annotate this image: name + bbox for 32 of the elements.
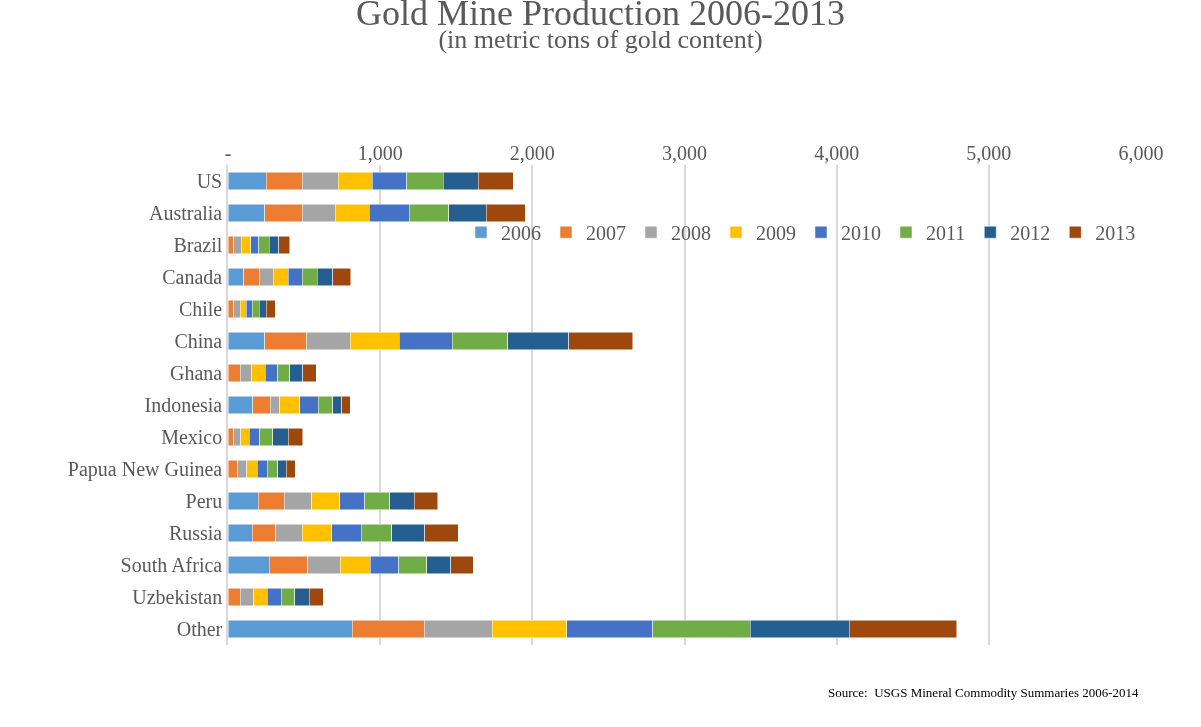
x-tick-label: - bbox=[224, 142, 232, 164]
legend-label: 2010 bbox=[841, 222, 881, 244]
y-tick-label: Russia bbox=[168, 522, 223, 544]
y-tick-label: Uzbekistan bbox=[132, 586, 223, 608]
legend-label: 2009 bbox=[756, 222, 796, 244]
x-tick-label: 6,000 bbox=[1118, 142, 1164, 164]
legend-label: 2007 bbox=[586, 222, 626, 244]
y-tick-label: Chile bbox=[178, 298, 223, 320]
y-tick-label: Peru bbox=[185, 490, 223, 512]
y-tick-label: Ghana bbox=[170, 362, 223, 384]
y-tick-label: US bbox=[196, 170, 223, 192]
legend-label: 2011 bbox=[926, 222, 966, 244]
source-note: Source: USGS Mineral Commodity Summaries 2006-2014 bbox=[828, 685, 1140, 700]
x-tick-label: 5,000 bbox=[966, 142, 1012, 164]
chart-subtitle: (in metric tons of gold content) bbox=[438, 24, 763, 54]
y-tick-label: Indonesia bbox=[144, 394, 223, 416]
y-tick-label: Australia bbox=[148, 202, 223, 224]
x-tick-label: 1,000 bbox=[357, 142, 403, 164]
y-tick-label: Papua New Guinea bbox=[67, 458, 223, 481]
y-tick-label: Mexico bbox=[161, 426, 223, 448]
x-tick-label: 2,000 bbox=[509, 142, 555, 164]
y-tick-label: Other bbox=[176, 618, 223, 640]
y-tick-label: Canada bbox=[162, 266, 223, 288]
x-tick-label: 4,000 bbox=[814, 142, 860, 164]
y-tick-label: China bbox=[174, 330, 223, 352]
legend-label: 2012 bbox=[1010, 222, 1051, 244]
legend-label: 2008 bbox=[671, 222, 711, 244]
legend-label: 2013 bbox=[1095, 222, 1136, 244]
y-tick-label: Brazil bbox=[173, 234, 223, 256]
legend-label: 2006 bbox=[501, 222, 541, 244]
y-tick-label: South Africa bbox=[120, 554, 223, 576]
x-tick-label: 3,000 bbox=[662, 142, 707, 164]
